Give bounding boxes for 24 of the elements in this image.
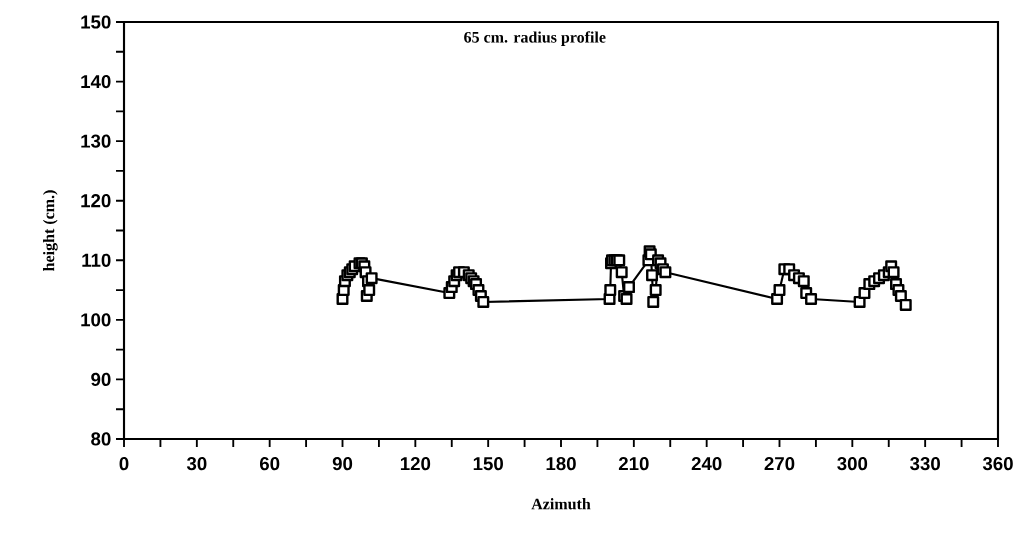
x-tick-label: 270 [764,457,795,471]
x-tick-label: 240 [691,457,722,471]
x-tick-label: 30 [186,457,207,471]
x-tick-label: 300 [837,457,868,471]
y-axis-title: height (cm.) [43,190,58,271]
text: 65 cm. radius profile [464,31,606,46]
x-tick-label: 150 [473,457,503,471]
x-tick-label: 180 [546,457,576,471]
x-tick-label: 360 [982,457,1013,471]
x-tick-label: 90 [332,457,353,471]
y-tick-label: 100 [81,313,111,327]
y-tick-label: 110 [82,253,111,267]
y-tick-label: 90 [91,372,111,387]
y-tick-label: 80 [91,432,111,446]
x-tick-label: 120 [400,457,431,471]
y-tick-label: 150 [81,15,111,29]
y-tick-label: 140 [81,74,111,89]
x-tick-label: 330 [910,457,940,471]
x-axis-title: Azimuth [531,498,591,510]
y-tick-label: 120 [81,194,111,208]
x-tick-label: 60 [259,457,280,471]
x-tick-label: 210 [618,457,649,471]
y-tick-label: 130 [81,134,111,148]
x-tick-label: 0 [119,457,129,471]
